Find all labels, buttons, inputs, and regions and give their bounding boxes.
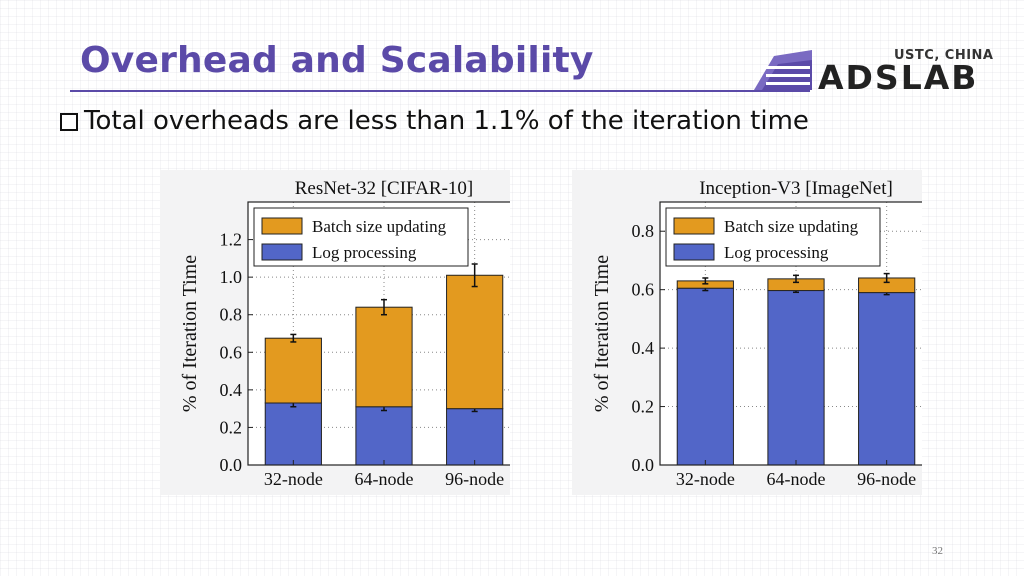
bullet-text: Total overheads are less than 1.1% of th… <box>84 106 809 136</box>
adslab-logo-icon <box>754 50 812 90</box>
y-axis-label: % of Iteration Time <box>179 255 201 412</box>
y-axis-label: % of Iteration Time <box>591 255 613 412</box>
chart-inception: Inception-V3 [ImageNet] 0.0 0.2 0.4 0.6 0.8 32… <box>591 178 933 489</box>
legend-label: Batch size updating <box>312 217 447 236</box>
y-tick-label: 0.6 <box>632 280 655 300</box>
legend-swatch <box>261 243 303 261</box>
legend-label: Log processing <box>724 243 829 262</box>
x-tick-label: 96-node <box>445 469 504 489</box>
y-tick-label: 0.0 <box>632 455 655 475</box>
legend-label: Batch size updating <box>724 217 859 236</box>
legend-swatch <box>261 217 303 235</box>
bar-log-processing <box>858 292 916 466</box>
logo-wordmark: ADSLAB <box>818 58 979 97</box>
bullet-square-icon <box>60 113 78 131</box>
logo-subtitle: USTC, CHINA <box>894 48 994 63</box>
y-tick-label: 0.0 <box>220 455 243 475</box>
x-tick-label: 64-node <box>355 469 414 489</box>
bar-batch-size-updating <box>446 274 504 410</box>
legend-label: Log processing <box>312 243 417 262</box>
legend-swatch <box>673 217 715 235</box>
x-tick-label: 64-node <box>767 469 826 489</box>
chart-panel-inception: Inception-V3 [ImageNet] 0.0 0.2 0.4 0.6 0.8 32… <box>572 170 933 495</box>
x-tick-label: 32-node <box>676 469 735 489</box>
bar-log-processing <box>264 402 322 466</box>
y-tick-label: 1.0 <box>220 267 243 287</box>
y-tick-label: 0.2 <box>632 397 655 417</box>
y-tick-label: 0.2 <box>220 417 243 437</box>
chart-title: ResNet-32 [CIFAR-10] <box>295 178 474 199</box>
chart-title: Inception-V3 [ImageNet] <box>699 178 893 199</box>
y-tick-label: 0.8 <box>632 221 655 241</box>
x-tick-label: 32-node <box>264 469 323 489</box>
title-underline <box>70 90 810 92</box>
y-tick-label: 0.4 <box>632 338 655 358</box>
y-tick-label: 1.2 <box>220 230 243 250</box>
y-tick-label: 0.8 <box>220 305 243 325</box>
bar-log-processing <box>446 408 504 466</box>
y-tick-label: 0.4 <box>220 380 243 400</box>
slide-title: Overhead and Scalability <box>80 40 594 81</box>
chart-panel-resnet: ResNet-32 [CIFAR-10] 0.0 0.2 0.4 0.6 0.8 1.0 1.… <box>160 170 521 495</box>
y-tick-label: 0.6 <box>220 342 243 362</box>
x-tick-label: 96-node <box>857 469 916 489</box>
bar-log-processing <box>767 290 825 466</box>
bar-log-processing <box>355 406 413 466</box>
page-number: 32 <box>932 545 943 557</box>
chart-resnet: ResNet-32 [CIFAR-10] 0.0 0.2 0.4 0.6 0.8 1.0 1.… <box>179 178 521 489</box>
bar-batch-size-updating <box>264 337 322 404</box>
legend-swatch <box>673 243 715 261</box>
bar-log-processing <box>676 287 734 466</box>
bar-batch-size-updating <box>355 306 413 408</box>
